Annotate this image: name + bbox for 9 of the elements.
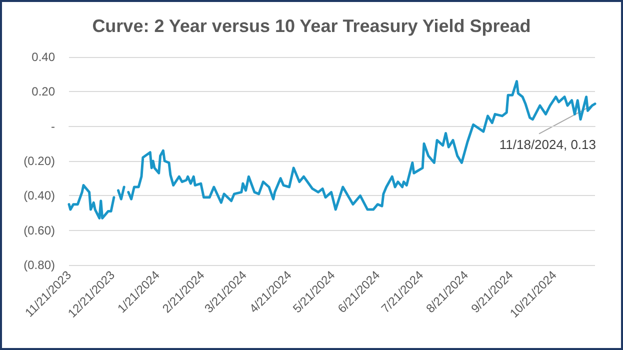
chart-title: Curve: 2 Year versus 10 Year Treasury Yield Spread — [92, 16, 531, 36]
y-tick-label: - — [51, 119, 55, 134]
y-tick-label: 0.20 — [32, 84, 56, 99]
y-tick-label: (0.40) — [24, 188, 55, 203]
y-tick-label: (0.60) — [24, 223, 55, 238]
y-tick-label: (0.20) — [24, 154, 55, 168]
y-tick-label: (0.80) — [24, 258, 55, 272]
y-tick-label: 0.40 — [32, 50, 56, 64]
annotation: 11/18/2024, 0.13 — [499, 136, 596, 152]
